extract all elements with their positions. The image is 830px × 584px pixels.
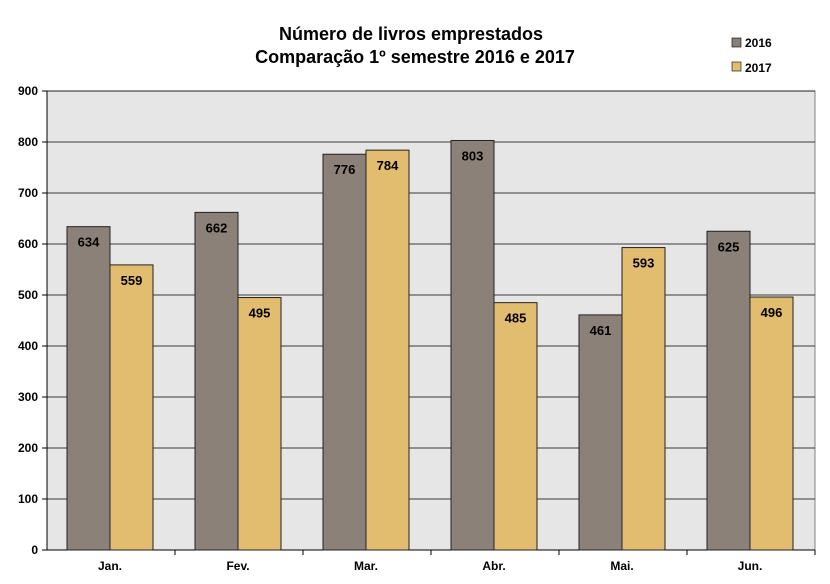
x-tick-label-mar: Mar. bbox=[354, 559, 378, 573]
plot-area: 0 100 200 300 400 500 600 700 800 900 634 559 Jan. 66… bbox=[18, 84, 816, 573]
data-label-2017-jan: 559 bbox=[121, 273, 143, 288]
data-label-2016-mar: 776 bbox=[334, 162, 356, 177]
y-tick-label-0: 0 bbox=[31, 543, 38, 557]
data-label-2017-mar: 784 bbox=[377, 158, 399, 173]
bar-2017-mai bbox=[621, 247, 666, 551]
y-tick-label-400: 400 bbox=[18, 339, 38, 353]
plot-background bbox=[46, 90, 816, 551]
data-label-2016-mai: 461 bbox=[590, 323, 612, 338]
chart-title-line-2: Comparação 1º semestre 2016 e 2017 bbox=[255, 47, 575, 67]
x-tick-label-abr: Abr. bbox=[482, 559, 505, 573]
bar-2016-jun bbox=[706, 230, 751, 551]
legend-label-2016: 2016 bbox=[745, 36, 772, 50]
bar-2016-abr bbox=[450, 139, 495, 551]
legend-swatch-2017 bbox=[731, 61, 742, 72]
bar-2016-mar bbox=[322, 153, 367, 551]
x-tick-label-mai: Mai. bbox=[610, 559, 633, 573]
y-tick-label-700: 700 bbox=[18, 186, 38, 200]
bar-2017-mar bbox=[365, 149, 410, 551]
y-tick-label-300: 300 bbox=[18, 390, 38, 404]
bar-2016-jan bbox=[66, 226, 111, 551]
bar-2017-abr bbox=[493, 302, 538, 551]
data-label-2016-abr: 803 bbox=[462, 148, 484, 163]
x-tick-label-fev: Fev. bbox=[226, 559, 249, 573]
data-label-2016-jan: 634 bbox=[78, 235, 100, 250]
y-tick-label-500: 500 bbox=[18, 288, 38, 302]
bar-2016-fev bbox=[194, 211, 239, 551]
y-tick-label-100: 100 bbox=[18, 492, 38, 506]
data-label-2016-fev: 662 bbox=[206, 220, 228, 235]
y-tick-label-200: 200 bbox=[18, 441, 38, 455]
x-tick-label-jun: Jun. bbox=[738, 559, 763, 573]
chart-title-line-1: Número de livros emprestados bbox=[279, 24, 543, 44]
x-tick-label-jan: Jan. bbox=[98, 559, 122, 573]
data-label-2017-mai: 593 bbox=[633, 256, 655, 271]
legend-label-2017: 2017 bbox=[745, 61, 772, 75]
legend-swatch-2016 bbox=[731, 37, 742, 48]
y-tick-label-800: 800 bbox=[18, 135, 38, 149]
bar-2017-fev bbox=[237, 297, 282, 551]
y-tick-label-900: 900 bbox=[18, 84, 38, 98]
data-label-2017-fev: 495 bbox=[249, 306, 271, 321]
data-label-2017-jun: 496 bbox=[761, 305, 783, 320]
bar-2017-jun bbox=[749, 296, 794, 551]
data-label-2017-abr: 485 bbox=[505, 311, 527, 326]
legend: 2016 2017 bbox=[731, 36, 772, 75]
bar-2016-mai bbox=[578, 314, 623, 551]
bar-2017-jan bbox=[109, 264, 154, 551]
y-tick-label-600: 600 bbox=[18, 237, 38, 251]
data-label-2016-jun: 625 bbox=[718, 239, 740, 254]
